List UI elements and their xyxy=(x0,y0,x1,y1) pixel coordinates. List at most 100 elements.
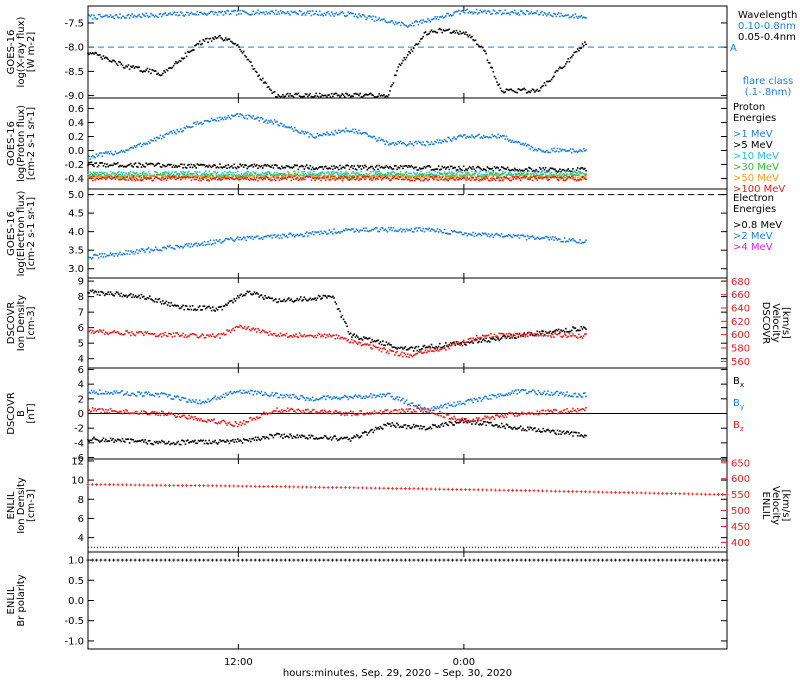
data-point xyxy=(106,332,108,334)
series-proton-1 xyxy=(87,161,587,173)
data-point xyxy=(124,441,126,443)
data-point xyxy=(242,164,244,166)
data-point xyxy=(327,336,329,338)
data-point xyxy=(206,38,208,40)
y-tick-label: -0.2 xyxy=(64,160,84,171)
data-point xyxy=(342,11,344,13)
data-point xyxy=(464,177,466,179)
data-point xyxy=(415,167,417,169)
data-point xyxy=(512,176,514,178)
data-point xyxy=(391,230,393,232)
data-point xyxy=(306,12,308,14)
data-point xyxy=(504,171,506,173)
data-point xyxy=(485,171,487,173)
data-point xyxy=(333,176,335,178)
data-point xyxy=(550,331,552,333)
data-point xyxy=(585,239,587,241)
data-point xyxy=(400,141,402,143)
data-point xyxy=(362,230,364,232)
data-point xyxy=(525,143,527,145)
y-tick-label: -8.0 xyxy=(64,43,84,54)
data-point xyxy=(267,174,269,176)
data-point xyxy=(320,174,322,176)
data-point xyxy=(533,335,535,337)
data-point xyxy=(299,298,301,300)
data-point xyxy=(340,316,342,318)
data-point xyxy=(471,234,473,236)
data-point xyxy=(109,440,111,442)
data-point xyxy=(438,165,440,167)
data-point xyxy=(452,177,454,179)
y-tick-label: -0.4 xyxy=(64,174,84,185)
data-point xyxy=(553,75,555,77)
data-point xyxy=(107,58,109,60)
data-point xyxy=(332,13,334,15)
data-point xyxy=(92,180,94,182)
data-point xyxy=(296,298,298,300)
data-point xyxy=(375,16,377,18)
data-point xyxy=(416,143,418,145)
data-point xyxy=(191,243,193,245)
data-point xyxy=(533,237,535,239)
data-point xyxy=(222,38,224,40)
data-point xyxy=(332,169,334,171)
data-point xyxy=(466,34,468,36)
data-point xyxy=(460,232,462,234)
data-point xyxy=(258,120,260,122)
data-point xyxy=(216,176,218,178)
data-point xyxy=(117,65,119,67)
data-point xyxy=(357,230,359,232)
data-point xyxy=(440,179,442,181)
data-point xyxy=(173,65,175,67)
data-point xyxy=(161,180,163,182)
data-point xyxy=(576,169,578,171)
data-point xyxy=(264,14,266,16)
data-point xyxy=(449,169,451,171)
data-point xyxy=(277,11,279,13)
data-point xyxy=(457,169,459,171)
data-point xyxy=(290,299,292,301)
data-point xyxy=(166,166,168,168)
data-point xyxy=(301,171,303,173)
data-point xyxy=(103,55,105,57)
data-point xyxy=(412,143,414,145)
data-point xyxy=(255,172,257,174)
data-point xyxy=(226,117,228,119)
data-point xyxy=(274,13,276,15)
data-point xyxy=(328,229,330,231)
data-point xyxy=(339,232,341,234)
y-tick-label: 4.0 xyxy=(68,227,84,238)
data-point xyxy=(421,22,423,24)
data-point xyxy=(575,13,577,15)
data-point xyxy=(101,439,103,441)
data-point xyxy=(111,179,113,181)
data-point xyxy=(434,171,436,173)
data-point xyxy=(154,138,156,140)
data-point xyxy=(116,253,118,255)
data-point xyxy=(118,174,120,176)
data-point xyxy=(535,169,537,171)
data-point xyxy=(236,441,238,443)
data-point xyxy=(520,171,522,173)
data-point xyxy=(208,306,210,308)
data-point xyxy=(456,30,458,32)
data-point xyxy=(295,333,297,335)
data-point xyxy=(185,178,187,180)
data-point xyxy=(256,439,258,441)
data-point xyxy=(245,115,247,117)
data-point xyxy=(351,130,353,132)
data-point xyxy=(212,243,214,245)
data-point xyxy=(539,167,541,169)
data-point xyxy=(500,180,502,182)
data-point xyxy=(111,61,113,63)
data-point xyxy=(528,145,530,147)
data-point xyxy=(378,349,380,351)
data-point xyxy=(308,168,310,170)
data-point xyxy=(501,337,503,339)
data-point xyxy=(558,329,560,331)
data-point xyxy=(250,330,252,332)
data-point xyxy=(110,174,112,176)
data-point xyxy=(424,231,426,233)
data-point xyxy=(128,14,130,16)
